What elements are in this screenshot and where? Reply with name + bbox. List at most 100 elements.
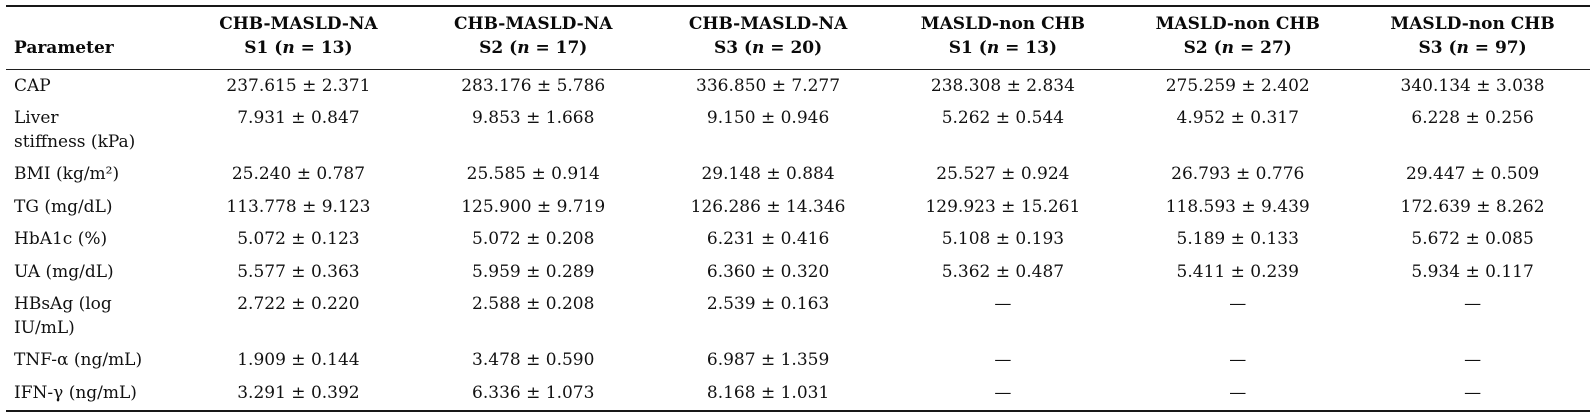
value-cell: 1.909 ± 0.144 — [237, 350, 360, 370]
value-cell: 6.228 ± 0.256 — [1411, 108, 1534, 128]
value-cell: 129.923 ± 15.261 — [925, 196, 1081, 217]
value-cell: 5.362 ± 0.487 — [941, 261, 1065, 282]
table-row: TNF-α (ng/mL) 1.909 ± 0.144 3.478 ± 0.590 6… — [6, 345, 1590, 378]
table-row: HbA1c (%) 5.072 ± 0.123 5.072 ± 0.208 6.231… — [6, 224, 1590, 257]
table-body: CAP 237.615 ± 2.371 283.176 ± 5.786 336.850… — [6, 70, 1590, 411]
table-row: CAP 237.615 ± 2.371 283.176 ± 5.786 336.850… — [6, 70, 1590, 103]
value-cell: 113.778 ± 9.123 — [226, 196, 371, 217]
table-row: BMI (kg/m²) 25.240 ± 0.787 25.585 ± 0.914 2… — [6, 159, 1590, 192]
value-cell: 172.639 ± 8.262 — [1400, 196, 1545, 217]
value-cell: 2.722 ± 0.220 — [237, 294, 360, 314]
value-cell: 2.539 ± 0.163 — [706, 294, 830, 314]
header-row: Parameter CHB-MASLD-NA S1 (n = 13) CHB-M… — [6, 6, 1590, 70]
column-sub-label: S2 (n = 17) — [479, 37, 588, 58]
n-variable: n — [986, 37, 1000, 58]
n-variable: n — [282, 37, 295, 58]
value-cell: 25.240 ± 0.787 — [231, 164, 366, 184]
value-cell: — — [1229, 294, 1247, 314]
value-cell: 29.447 ± 0.509 — [1405, 164, 1540, 184]
value-cell: 7.931 ± 0.847 — [237, 108, 360, 128]
value-cell: 6.336 ± 1.073 — [472, 382, 595, 403]
column-group-label: CHB-MASLD-NA — [688, 14, 848, 34]
measurements-table: Parameter CHB-MASLD-NA S1 (n = 13) CHB-M… — [6, 5, 1590, 412]
value-cell: 5.411 ± 0.239 — [1176, 261, 1299, 282]
value-cell: 5.934 ± 0.117 — [1411, 261, 1534, 282]
column-header: CHB-MASLD-NA S2 (n = 17) — [415, 6, 651, 70]
n-variable: n — [517, 37, 530, 58]
value-cell: 238.308 ± 2.834 — [930, 75, 1075, 96]
value-cell: 5.108 ± 0.193 — [941, 229, 1065, 249]
value-cell: 29.148 ± 0.884 — [701, 164, 835, 184]
value-cell: 5.672 ± 0.085 — [1411, 229, 1534, 249]
n-variable: n — [752, 37, 765, 58]
value-cell: 3.478 ± 0.590 — [472, 350, 595, 370]
value-cell: 9.853 ± 1.668 — [472, 108, 595, 128]
column-group-label: MASLD-non CHB — [920, 14, 1086, 34]
value-cell: — — [1229, 382, 1247, 403]
table-row: UA (mg/dL) 5.577 ± 0.363 5.959 ± 0.289 6.36… — [6, 256, 1590, 289]
column-header: MASLD-non CHB S3 (n = 97) — [1355, 6, 1590, 70]
parameter-label: HbA1c (%) — [14, 229, 108, 249]
value-cell: 5.959 ± 0.289 — [472, 261, 595, 282]
column-sub-label: S1 (n = 13) — [948, 37, 1058, 58]
value-cell: 6.231 ± 0.416 — [706, 229, 830, 249]
value-cell: — — [1229, 350, 1247, 370]
parameter-label: HBsAg (log IU/mL) — [14, 294, 112, 338]
value-cell: 26.793 ± 0.776 — [1171, 164, 1305, 184]
value-cell: 3.291 ± 0.392 — [237, 382, 360, 403]
parameter-label: UA (mg/dL) — [14, 261, 114, 282]
value-cell: 283.176 ± 5.786 — [461, 75, 606, 96]
value-cell: 126.286 ± 14.346 — [690, 196, 846, 217]
n-variable: n — [1221, 37, 1235, 58]
value-cell: 275.259 ± 2.402 — [1165, 75, 1310, 96]
value-cell: 6.987 ± 1.359 — [706, 350, 830, 370]
value-cell: — — [1464, 350, 1482, 370]
n-variable: n — [1456, 37, 1469, 58]
column-sub-label: S2 (n = 27) — [1183, 37, 1292, 58]
value-cell: — — [994, 294, 1012, 314]
value-cell: — — [1464, 382, 1482, 403]
column-header: MASLD-non CHB S2 (n = 27) — [1120, 6, 1356, 70]
column-header: MASLD-non CHB S1 (n = 13) — [885, 6, 1121, 70]
column-group-label: MASLD-non CHB — [1155, 14, 1320, 34]
value-cell: 5.262 ± 0.544 — [941, 108, 1065, 128]
parameter-column-header: Parameter — [6, 6, 181, 70]
parameter-label: Liver stiffness (kPa) — [14, 108, 136, 152]
value-cell: 118.593 ± 9.439 — [1165, 196, 1310, 217]
parameter-label: TNF-α (ng/mL) — [14, 350, 143, 370]
value-cell: — — [994, 382, 1012, 403]
value-cell: 25.585 ± 0.914 — [466, 164, 600, 184]
column-header: CHB-MASLD-NA S3 (n = 20) — [650, 6, 886, 70]
value-cell: 8.168 ± 1.031 — [706, 382, 830, 403]
value-cell: — — [1464, 294, 1482, 314]
parameter-label: TG (mg/dL) — [14, 196, 113, 217]
value-cell: 25.527 ± 0.924 — [936, 164, 1070, 184]
table-row: HBsAg (log IU/mL) 2.722 ± 0.220 2.588 ± 0.… — [6, 289, 1590, 345]
column-sub-label: S3 (n = 97) — [1418, 37, 1527, 58]
column-sub-label: S3 (n = 20) — [713, 37, 823, 58]
value-cell: 5.577 ± 0.363 — [237, 261, 360, 282]
value-cell: 5.189 ± 0.133 — [1176, 229, 1299, 249]
column-group-label: MASLD-non CHB — [1390, 14, 1555, 34]
value-cell: 6.360 ± 0.320 — [706, 261, 830, 282]
value-cell: 340.134 ± 3.038 — [1400, 75, 1545, 96]
column-group-label: CHB-MASLD-NA — [454, 14, 613, 34]
value-cell: 5.072 ± 0.123 — [237, 229, 360, 249]
table-row: TG (mg/dL) 113.778 ± 9.123 125.900 ± 9.719… — [6, 191, 1590, 224]
value-cell: 237.615 ± 2.371 — [226, 75, 371, 96]
parameter-label: IFN-γ (ng/mL) — [14, 382, 137, 403]
table-row: IFN-γ (ng/mL) 3.291 ± 0.392 6.336 ± 1.073 8… — [6, 377, 1590, 411]
parameter-label: BMI (kg/m²) — [14, 164, 120, 184]
value-cell: 9.150 ± 0.946 — [706, 108, 830, 128]
value-cell: 2.588 ± 0.208 — [472, 294, 595, 314]
table-row: Liver stiffness (kPa) 7.931 ± 0.847 9.853 … — [6, 103, 1590, 159]
value-cell: 125.900 ± 9.719 — [461, 196, 606, 217]
value-cell: — — [994, 350, 1012, 370]
column-group-label: CHB-MASLD-NA — [219, 14, 378, 34]
column-sub-label: S1 (n = 13) — [244, 37, 353, 58]
value-cell: 5.072 ± 0.208 — [472, 229, 595, 249]
value-cell: 4.952 ± 0.317 — [1176, 108, 1299, 128]
value-cell: 336.850 ± 7.277 — [696, 75, 841, 96]
column-header: CHB-MASLD-NA S1 (n = 13) — [181, 6, 416, 70]
